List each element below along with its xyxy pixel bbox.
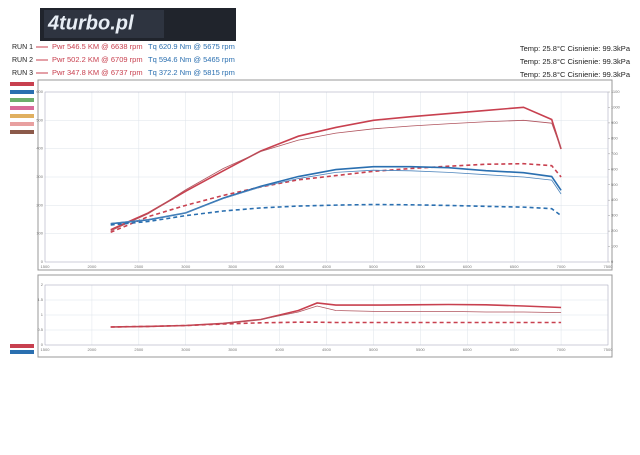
- y-tick-label: 200: [36, 202, 43, 207]
- data-line: [110, 119, 562, 232]
- y-tick-label: 1: [41, 312, 44, 317]
- y-tick-label: 0: [41, 342, 44, 347]
- conditions: Temp: 25.8°C Cisnienie: 99.3kPa: [520, 70, 631, 79]
- y-tick-label: 2: [41, 282, 44, 287]
- swatch: [10, 98, 34, 102]
- swatch: [10, 106, 34, 110]
- y2-tick-label: 400: [611, 197, 618, 202]
- conditions: Temp: 25.8°C Cisnienie: 99.3kPa: [520, 57, 631, 66]
- side-legend: [10, 82, 34, 354]
- y-tick-label: 500: [36, 117, 43, 122]
- conditions: Temp: 25.8°C Cisnienie: 99.3kPa: [520, 44, 631, 53]
- x-tick-label: 3500: [228, 347, 238, 352]
- x-tick-label: 6500: [510, 264, 520, 269]
- x-tick-label: 6000: [463, 264, 473, 269]
- x-tick-label: 4000: [275, 347, 285, 352]
- swatch: [10, 130, 34, 134]
- main-frame: [37, 79, 613, 271]
- y-tick-label: 1.5: [37, 297, 43, 302]
- x-tick-label: 5500: [416, 347, 426, 352]
- swatch: [10, 122, 34, 126]
- y2-tick-label: 900: [611, 120, 618, 125]
- y-tick-label: 600: [36, 89, 43, 94]
- x-tick-label: 5000: [369, 264, 379, 269]
- run-label: RUN 3: [12, 70, 33, 77]
- run-power: Pwr 502.2 KM @ 6709 rpm: [52, 55, 143, 64]
- x-tick-label: 7500: [604, 347, 614, 352]
- swatch: [10, 90, 34, 94]
- x-tick-label: 2000: [87, 347, 97, 352]
- x-tick-label: 4500: [322, 347, 332, 352]
- plot-area: [44, 91, 609, 263]
- x-tick-label: 4500: [322, 264, 332, 269]
- x-tick-label: 2000: [87, 264, 97, 269]
- x-tick-label: 1500: [41, 264, 51, 269]
- data-line: [110, 162, 562, 233]
- swatch: [10, 350, 34, 354]
- y2-tick-label: 500: [611, 182, 618, 187]
- data-line: [110, 305, 562, 328]
- x-tick-label: 3500: [228, 264, 238, 269]
- y2-tick-label: 1100: [611, 89, 620, 94]
- logo-bg: [44, 10, 164, 38]
- x-tick-label: 6000: [463, 347, 473, 352]
- x-tick-label: 4000: [275, 264, 285, 269]
- x-tick-label: 2500: [134, 264, 144, 269]
- y2-tick-label: 600: [611, 166, 618, 171]
- y-tick-label: 0.5: [37, 327, 43, 332]
- swatch: [10, 344, 34, 348]
- x-tick-label: 6500: [510, 347, 520, 352]
- x-tick-label: 7000: [557, 264, 567, 269]
- lower-frame: [37, 274, 613, 358]
- y2-tick-label: 1000: [611, 105, 621, 110]
- x-tick-label: 3000: [181, 347, 191, 352]
- run-power: Pwr 347.8 KM @ 6737 rpm: [52, 68, 143, 77]
- x-tick-label: 2500: [134, 347, 144, 352]
- run-torque: Tq 372.2 Nm @ 5815 rpm: [148, 68, 235, 77]
- plot-area: [44, 284, 609, 346]
- data-line: [110, 169, 562, 224]
- run-label: RUN 1: [12, 44, 33, 51]
- data-line: [110, 106, 562, 231]
- x-tick-label: 5000: [369, 347, 379, 352]
- x-tick-label: 3000: [181, 264, 191, 269]
- data-line: [110, 203, 562, 226]
- run-torque: Tq 620.9 Nm @ 5675 rpm: [148, 42, 235, 51]
- y2-tick-label: 300: [611, 213, 618, 218]
- y-tick-label: 300: [36, 174, 43, 179]
- y2-tick-label: 200: [611, 228, 618, 233]
- y2-tick-label: 700: [611, 151, 618, 156]
- y-tick-label: 400: [36, 146, 43, 151]
- run-label: RUN 2: [12, 57, 33, 64]
- y2-tick-label: 0: [611, 259, 614, 264]
- y2-tick-label: 800: [611, 135, 618, 140]
- y2-tick-label: 100: [611, 244, 618, 249]
- x-tick-label: 7000: [557, 347, 567, 352]
- run-torque: Tq 594.6 Nm @ 5465 rpm: [148, 55, 235, 64]
- y-tick-label: 100: [36, 231, 43, 236]
- x-tick-label: 5500: [416, 264, 426, 269]
- swatch: [10, 114, 34, 118]
- x-tick-label: 1500: [41, 347, 51, 352]
- swatch: [10, 82, 34, 86]
- y-tick-label: 0: [41, 259, 44, 264]
- run-power: Pwr 546.5 KM @ 6638 rpm: [52, 42, 143, 51]
- logo: 4turbo.pl: [47, 12, 134, 34]
- x-tick-label: 7500: [604, 264, 614, 269]
